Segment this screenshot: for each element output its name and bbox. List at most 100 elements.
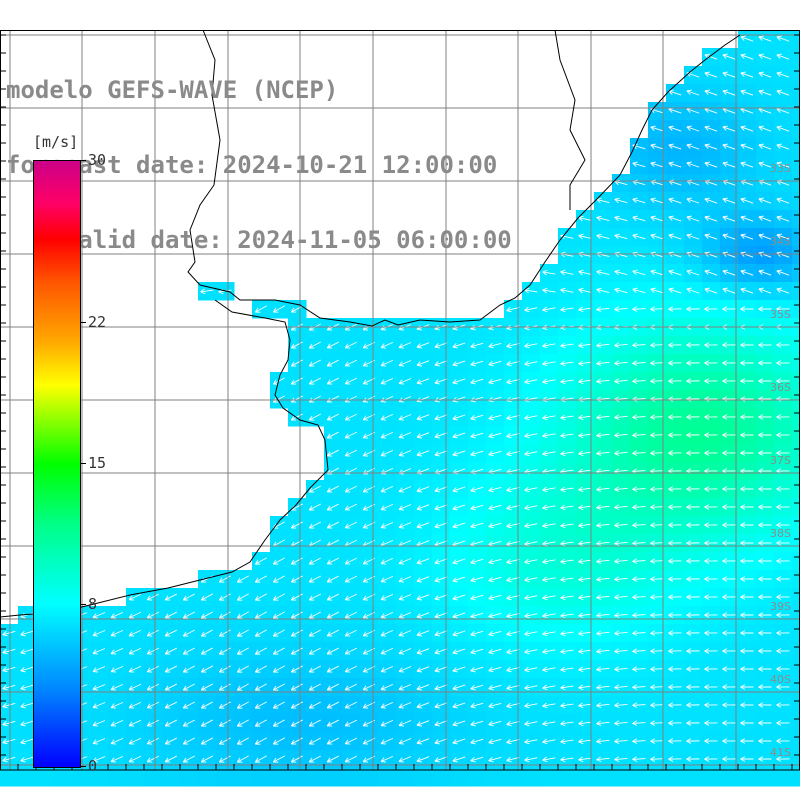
wind-arrow-head [650, 362, 656, 366]
wind-arrow-head [740, 648, 746, 652]
wind-arrow-head [524, 327, 530, 331]
wind-arrow-head [20, 742, 26, 745]
wind-arrow-head [596, 561, 602, 565]
wind-arrow-head [560, 287, 566, 291]
wind-arrow-head [146, 703, 151, 709]
wind-arrow [452, 486, 466, 492]
wind-arrow-head [776, 89, 782, 92]
wind-arrow-head [434, 685, 439, 690]
wind-arrow-head [380, 523, 385, 528]
wind-arrow-head [488, 630, 493, 636]
wind-arrow-head [290, 595, 295, 601]
wind-arrow [219, 593, 231, 601]
wind-arrow [291, 701, 303, 709]
wind-arrow-head [542, 702, 547, 707]
wind-arrow-head [740, 452, 746, 456]
wind-arrow [650, 162, 664, 168]
wind-arrow-head [758, 758, 764, 762]
wind-arrow-head [758, 614, 764, 618]
wind-arrow-head [560, 363, 566, 367]
wind-arrow [506, 433, 520, 437]
wind-arrow-head [758, 504, 764, 508]
wind-arrow-head [614, 489, 620, 492]
wind-arrow-head [560, 669, 566, 673]
wind-arrow-head [596, 235, 601, 240]
wind-arrow-head [758, 756, 764, 760]
wind-arrow-head [758, 594, 764, 598]
wind-arrow-head [452, 721, 457, 726]
wind-arrow [506, 631, 520, 635]
wind-arrow-head [416, 418, 422, 421]
wind-arrow [704, 72, 718, 78]
wind-arrow-head [362, 541, 367, 547]
wind-arrow-head [92, 617, 99, 619]
wind-arrow-head [668, 668, 674, 672]
wind-arrow-head [740, 560, 746, 564]
wind-arrow-head [704, 542, 710, 546]
wind-arrow [524, 613, 538, 617]
wind-arrow-head [542, 594, 547, 599]
wind-arrow-head [542, 360, 547, 365]
wind-arrow-head [524, 615, 530, 619]
wind-arrow [291, 737, 303, 745]
wind-arrow-head [560, 507, 566, 511]
wind-arrow-head [704, 576, 710, 580]
wind-arrow [291, 539, 303, 547]
wind-cell [792, 408, 800, 427]
wind-arrow-head [686, 738, 692, 742]
wind-arrow-head [776, 576, 782, 580]
wind-arrow-head [704, 380, 710, 384]
wind-arrow-head [380, 559, 385, 564]
wind-arrow-head [704, 234, 709, 239]
wind-arrow [416, 504, 430, 510]
wind-arrow-head [506, 688, 512, 691]
wind-arrow-head [596, 289, 601, 294]
wind-arrow-head [776, 36, 781, 41]
wind-arrow-head [578, 269, 584, 272]
wind-arrow-head [776, 558, 782, 562]
wind-arrow-head [740, 542, 746, 546]
wind-arrow-head [578, 381, 584, 385]
wind-arrow [560, 343, 574, 347]
wind-arrow [344, 449, 358, 457]
wind-arrow [344, 647, 358, 655]
wind-arrow-head [560, 759, 566, 763]
wind-arrow-head [542, 684, 547, 689]
wind-arrow [776, 72, 790, 78]
wind-arrow-head [686, 686, 692, 690]
wind-arrow [434, 702, 448, 708]
wind-arrow-head [470, 706, 476, 709]
wind-arrow-head [704, 360, 710, 364]
wind-arrow [434, 414, 448, 420]
wind-arrow-head [524, 522, 529, 527]
wind-arrow-head [704, 594, 710, 598]
wind-arrow-head [614, 687, 620, 690]
wind-arrow-head [722, 668, 728, 672]
wind-arrow-head [632, 234, 637, 240]
wind-arrow-head [686, 488, 692, 492]
wind-arrow-head [200, 757, 205, 763]
wind-arrow [326, 359, 340, 367]
wind-arrow-head [308, 577, 313, 583]
wind-arrow-head [416, 541, 421, 546]
wind-arrow-head [776, 414, 782, 418]
wind-arrow [309, 629, 321, 637]
wind-arrow-head [470, 504, 475, 510]
wind-arrow [488, 540, 502, 546]
wind-cell [270, 768, 289, 787]
wind-arrow-head [434, 526, 440, 529]
wind-arrow-head [668, 486, 674, 490]
wind-arrow [560, 523, 574, 527]
wind-arrow-head [434, 400, 440, 403]
wind-arrow-head [506, 346, 512, 349]
wind-cell [792, 300, 800, 319]
wind-arrow-head [560, 615, 566, 619]
wind-arrow-head [632, 287, 638, 290]
wind-arrow [560, 487, 574, 491]
wind-arrow-head [488, 526, 494, 529]
wind-arrow-head [650, 558, 656, 562]
wind-arrow-head [722, 342, 728, 346]
wind-arrow-head [398, 743, 405, 745]
wind-arrow-head [596, 215, 602, 218]
wind-arrow [524, 433, 538, 437]
